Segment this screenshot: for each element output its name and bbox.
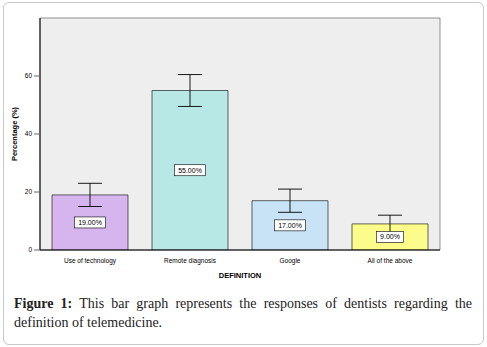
svg-text:Google: Google	[280, 257, 301, 265]
svg-text:All of the above: All of the above	[368, 257, 413, 264]
svg-text:Use of technology: Use of technology	[64, 257, 117, 265]
svg-text:19.00%: 19.00%	[78, 219, 102, 226]
svg-text:DEFINITION: DEFINITION	[219, 271, 262, 280]
html-text:Figure 1:: Figure 1:	[14, 296, 73, 311]
html-text:This bar graph represents the: This bar graph represents the responses …	[14, 296, 472, 330]
svg-text:0: 0	[28, 246, 32, 253]
svg-text:17.00%: 17.00%	[278, 222, 302, 229]
svg-text:60: 60	[25, 72, 33, 79]
svg-text:55.00%: 55.00%	[178, 167, 202, 174]
svg-text:Percentage (%): Percentage (%)	[10, 106, 19, 161]
svg-text:40: 40	[25, 130, 33, 137]
svg-text:Remote diagnosis: Remote diagnosis	[164, 257, 217, 265]
svg-text:20: 20	[25, 188, 33, 195]
svg-text:9.00%: 9.00%	[380, 233, 400, 240]
